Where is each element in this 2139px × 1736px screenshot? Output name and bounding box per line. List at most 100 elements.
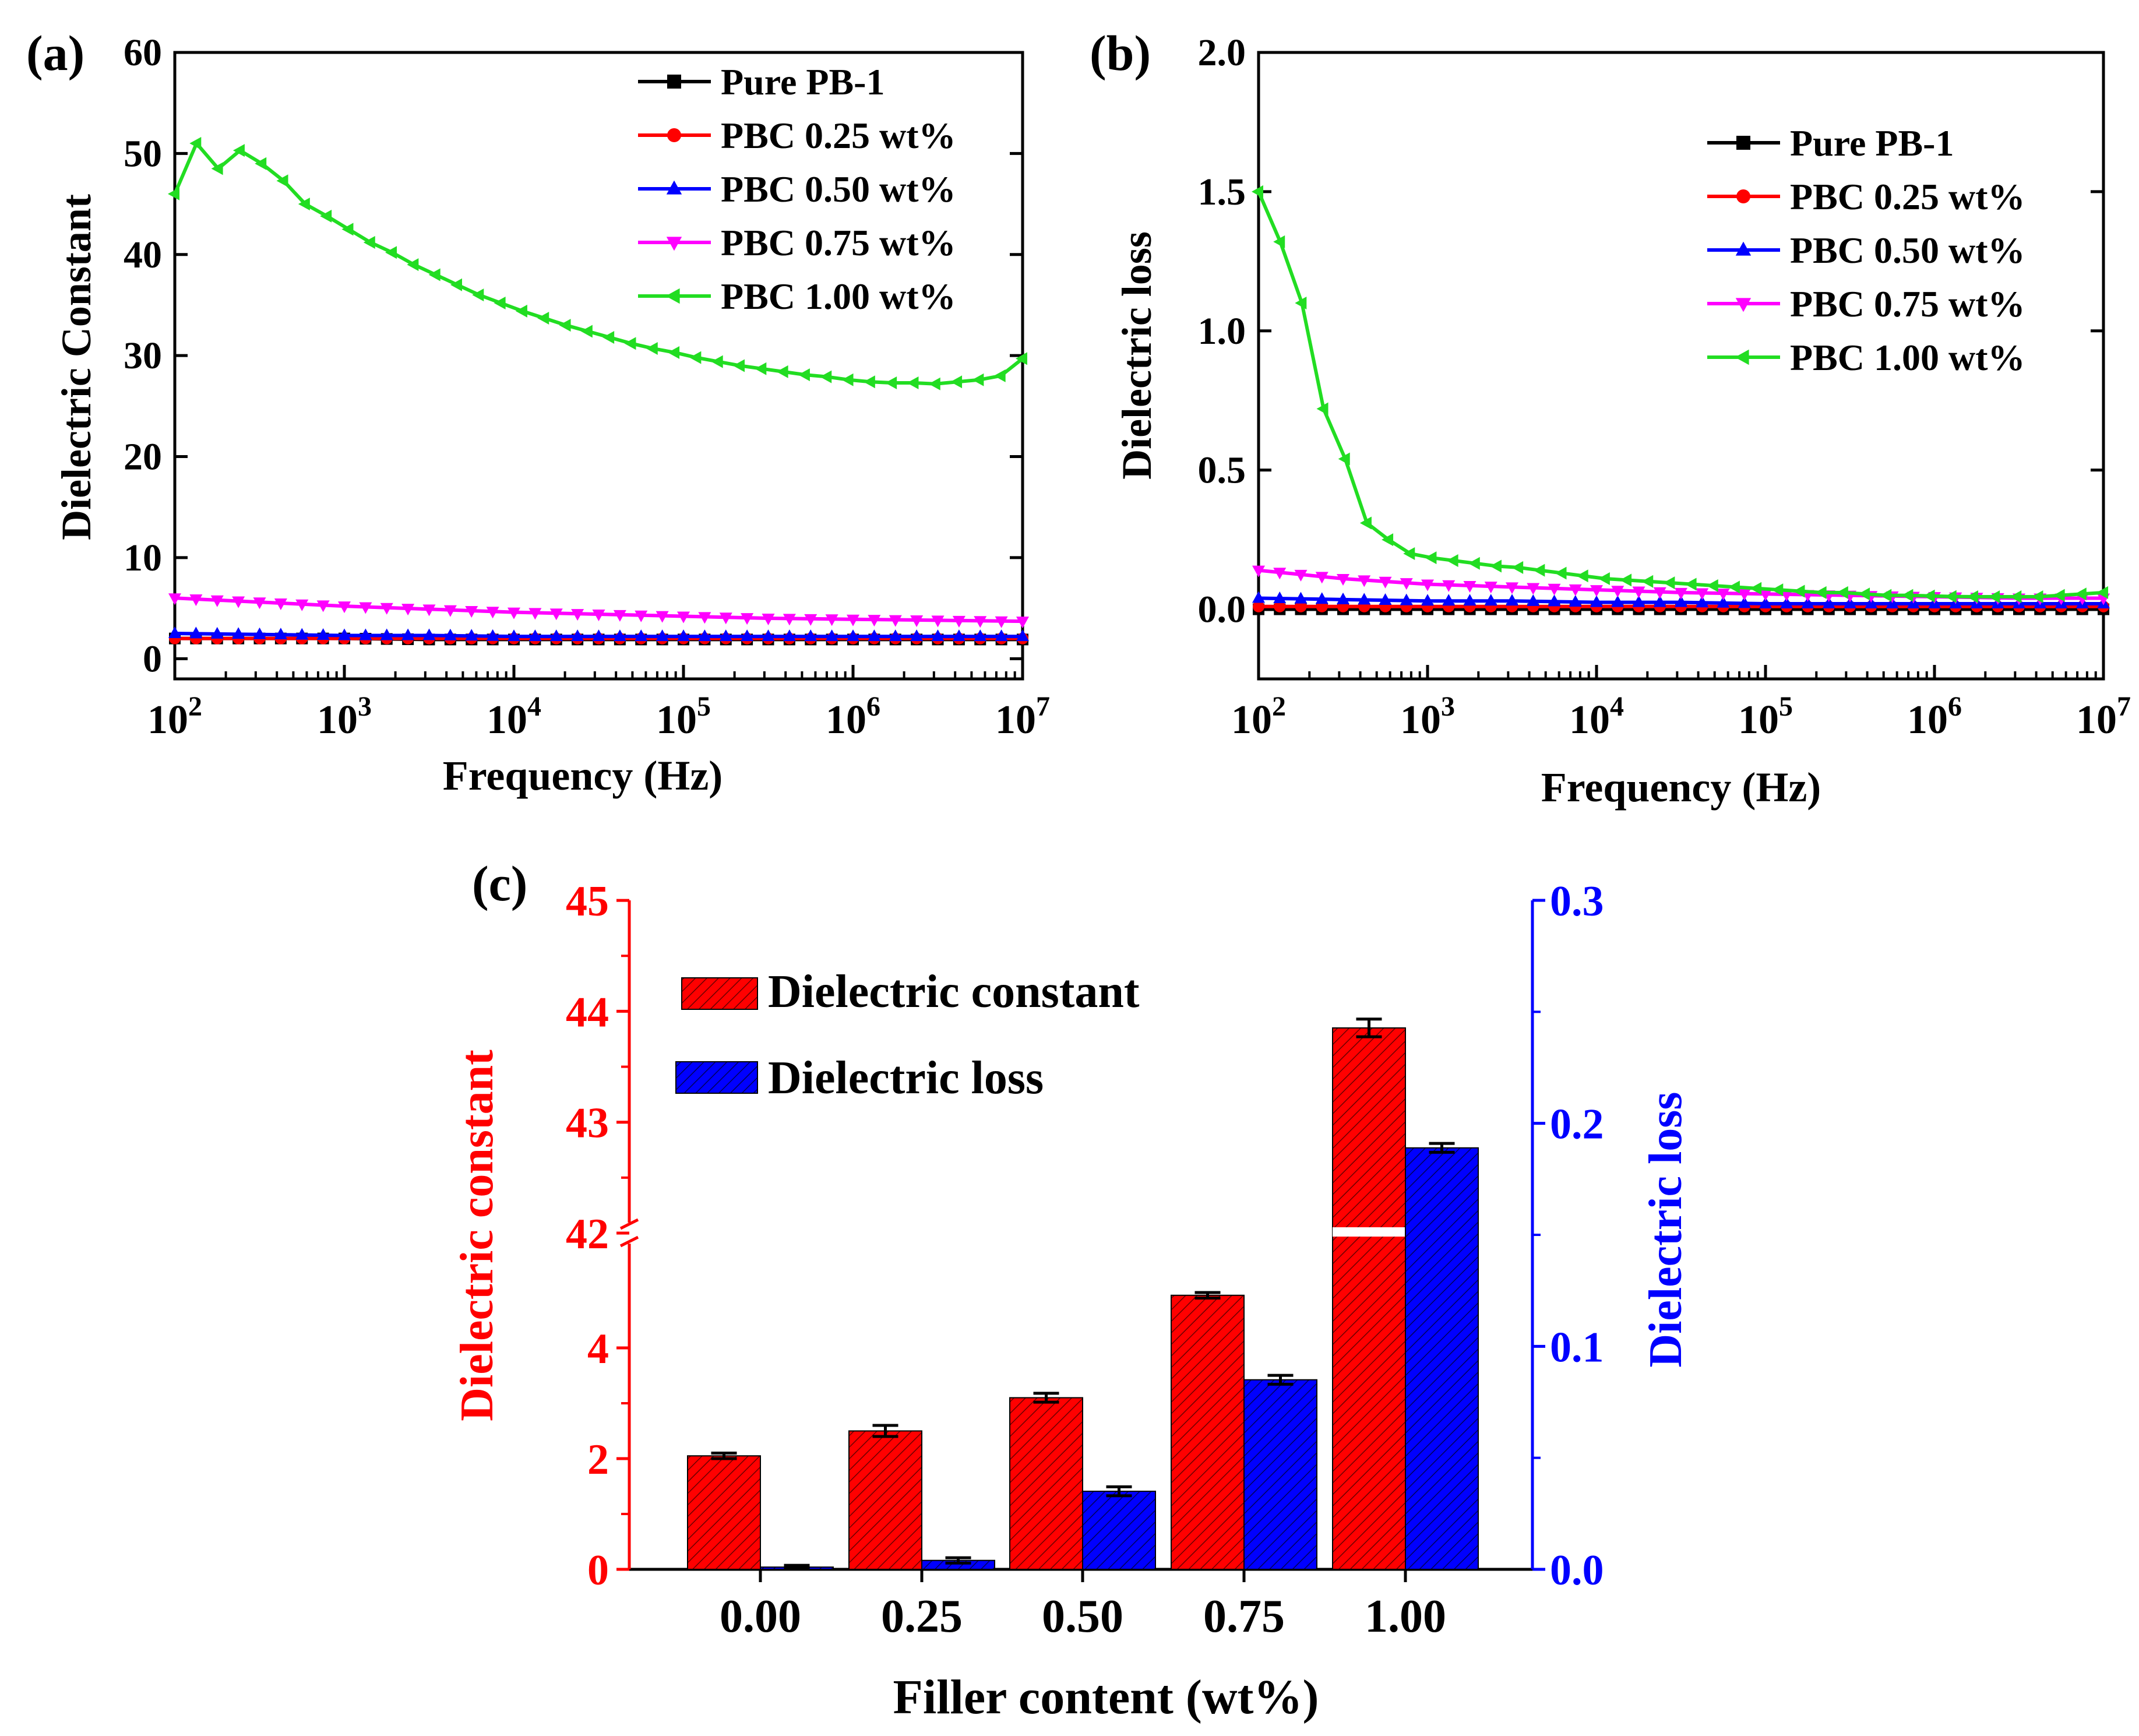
- data-point: [1379, 576, 1392, 589]
- bar-dielectric-constant: [848, 1430, 922, 1570]
- data-point: [841, 373, 854, 386]
- x-tick-base: 10: [1569, 698, 1610, 742]
- data-point: [1295, 600, 1307, 612]
- legend-marker: [1736, 189, 1750, 203]
- data-point: [494, 297, 506, 309]
- left-tick-label: 2: [587, 1436, 609, 1484]
- data-point: [689, 351, 702, 364]
- data-point: [2031, 590, 2043, 604]
- data-point: [1822, 597, 1835, 608]
- data-point: [863, 375, 875, 389]
- right-tick-label: 0.1: [1550, 1323, 1604, 1371]
- data-point: [1252, 591, 1265, 603]
- data-point: [1358, 575, 1371, 587]
- data-point: [1403, 547, 1415, 560]
- data-point: [274, 628, 287, 640]
- legend-marker: [666, 180, 682, 195]
- data-point: [253, 627, 266, 639]
- panel-b-label: (b): [1090, 25, 1151, 81]
- panel-a-label: (a): [26, 25, 84, 81]
- x-tick-label: 0.75: [1203, 1591, 1285, 1642]
- data-point: [359, 602, 372, 614]
- data-point: [762, 629, 775, 642]
- data-point: [1771, 583, 1784, 597]
- data-point: [1442, 580, 1456, 592]
- data-point: [255, 157, 267, 170]
- data-point: [1548, 594, 1561, 607]
- data-point: [1358, 593, 1371, 605]
- data-point: [316, 628, 330, 640]
- data-point: [1750, 582, 1762, 595]
- data-point: [1966, 590, 1978, 604]
- legend-marker: [667, 128, 681, 142]
- data-point: [1611, 595, 1624, 607]
- data-point: [741, 629, 754, 642]
- x-tick-base: 10: [1400, 698, 1441, 742]
- y-tick-label: 0.5: [1198, 449, 1246, 492]
- bar-dielectric-constant: [1171, 1294, 1245, 1570]
- panel-a-y-ticks: 0 10 20 30 40 50 60: [124, 31, 1023, 680]
- x-tick-label: 104: [487, 691, 541, 742]
- data-point: [1738, 589, 1751, 601]
- data-point: [1675, 587, 1687, 600]
- data-point: [253, 597, 266, 610]
- x-tick-exponent: 7: [1036, 691, 1050, 722]
- series-line: [173, 140, 1024, 386]
- data-point: [380, 628, 393, 640]
- x-tick-label: 107: [2076, 691, 2131, 742]
- bar-dielectric-loss: [1082, 1491, 1156, 1570]
- y-tick-label: 50: [124, 132, 162, 175]
- data-point: [1706, 579, 1718, 592]
- data-point: [656, 611, 669, 623]
- data-point: [993, 369, 1006, 382]
- data-point: [1738, 596, 1751, 608]
- right-tick-label: 0.2: [1550, 1101, 1604, 1149]
- data-point: [1274, 600, 1286, 612]
- data-point: [338, 628, 351, 640]
- legend-label: PBC 1.00 wt%: [721, 276, 956, 317]
- legend-label: PBC 1.00 wt%: [1790, 337, 2025, 378]
- data-point: [443, 605, 457, 617]
- data-point: [762, 613, 775, 625]
- series-pbc-1-00-wt-: [1252, 185, 2108, 604]
- data-point: [385, 246, 397, 259]
- data-point: [211, 162, 223, 175]
- data-point: [380, 603, 393, 615]
- panel-b-plot-frame: [1257, 51, 2105, 681]
- legend-label: PBC 0.50 wt%: [721, 168, 956, 210]
- data-point: [931, 615, 945, 628]
- legend-marker: [667, 75, 681, 89]
- legend-marker: [1735, 349, 1749, 365]
- legend-label: PBC 0.75 wt%: [721, 222, 956, 263]
- data-point: [422, 628, 436, 640]
- data-point: [755, 362, 767, 375]
- panel-a-x-ticks: 102 103 104 105 106 107: [147, 665, 1050, 742]
- x-tick-exponent: 4: [1610, 691, 1624, 722]
- data-point: [804, 629, 817, 642]
- x-tick-exponent: 5: [697, 691, 711, 722]
- x-tick-label: 0.50: [1042, 1591, 1123, 1642]
- y-tick-label: 30: [124, 334, 162, 377]
- data-point: [719, 629, 732, 642]
- panel-a-xlabel: Frequency (Hz): [443, 752, 723, 799]
- data-point: [320, 209, 332, 223]
- panel-a-ylabel: Dielectric Constant: [53, 194, 100, 540]
- data-point: [1663, 576, 1675, 590]
- data-point: [2053, 589, 2065, 602]
- legend-marker: [666, 237, 682, 251]
- x-tick-label: 103: [1400, 691, 1455, 742]
- left-tick-label: 45: [566, 878, 609, 925]
- data-point: [1717, 589, 1730, 601]
- data-point: [889, 615, 902, 627]
- data-point: [1400, 593, 1413, 605]
- data-point: [1880, 589, 1892, 602]
- data-point: [1590, 595, 1603, 607]
- data-point: [635, 629, 648, 642]
- data-point: [1675, 595, 1687, 607]
- data-point: [698, 629, 711, 642]
- data-point: [549, 629, 563, 642]
- data-point: [733, 359, 745, 372]
- data-point: [189, 626, 203, 639]
- data-point: [776, 365, 788, 378]
